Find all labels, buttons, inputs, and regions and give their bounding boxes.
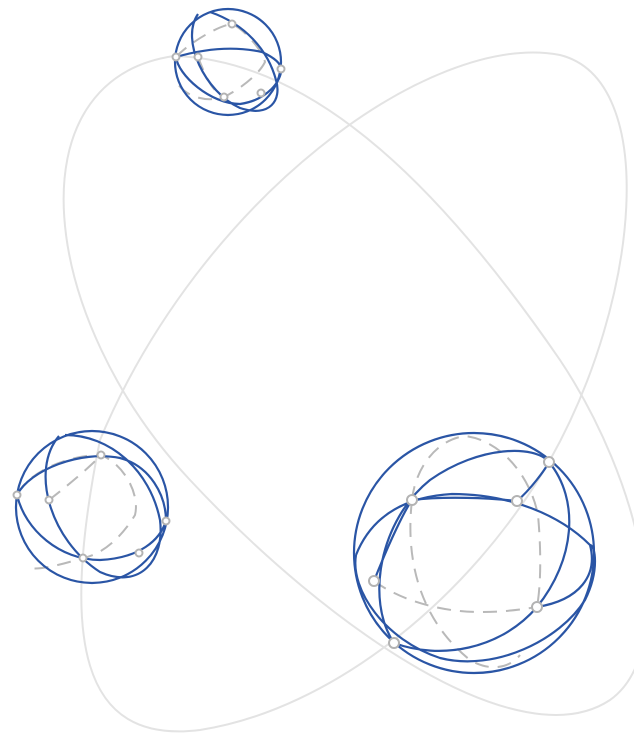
vertex-point	[171, 52, 181, 62]
vertex-point	[78, 553, 88, 563]
great-circle-arc	[372, 461, 550, 582]
great-circle-arc	[354, 543, 597, 663]
orbit-ellipse-ascending	[80, 51, 628, 733]
sphere-outline	[173, 7, 283, 117]
vertex-point	[256, 88, 266, 98]
vertex-point	[134, 548, 144, 558]
vertex-point	[276, 64, 286, 74]
medium-sphere	[12, 429, 171, 585]
vertex-point	[227, 19, 237, 29]
vertex-point	[543, 456, 555, 468]
vertex-point	[368, 575, 380, 587]
vertex-point	[193, 52, 203, 62]
vertex-point	[96, 450, 106, 460]
vertex-point	[531, 601, 543, 613]
orbit-ellipse-descending	[62, 54, 634, 716]
orbit-ellipses	[62, 51, 634, 733]
vertex-point	[511, 495, 523, 507]
great-circle-arc	[15, 494, 168, 562]
large-sphere	[352, 431, 597, 675]
vertex-point	[219, 92, 229, 102]
great-circle-arc	[175, 47, 283, 70]
vertex-point	[406, 494, 418, 506]
small-sphere	[171, 7, 286, 117]
vertex-point	[44, 495, 54, 505]
vertex-point	[12, 490, 22, 500]
sphere-outline	[14, 429, 170, 585]
hidden-arc	[175, 22, 267, 101]
great-circle-arc	[16, 455, 168, 522]
hidden-arc	[373, 580, 538, 614]
great-circle-arc	[174, 56, 283, 106]
vertex-point	[388, 637, 400, 649]
great-circle-arc	[354, 492, 593, 609]
hidden-arc	[48, 454, 102, 501]
hidden-arc	[409, 499, 521, 669]
vertex-point	[161, 516, 171, 526]
hidden-arc	[411, 434, 542, 608]
